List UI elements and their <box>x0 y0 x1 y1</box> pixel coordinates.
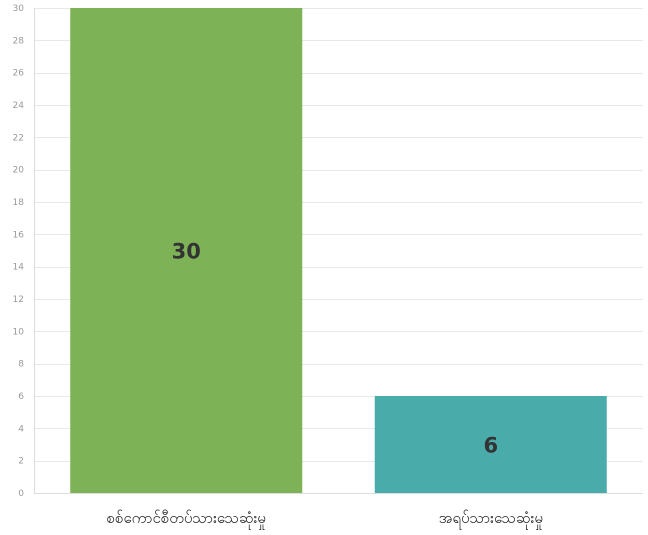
y-tick-label: 18 <box>13 198 25 208</box>
y-tick-label: 20 <box>13 166 25 176</box>
y-tick-label: 12 <box>13 295 24 305</box>
x-category-label-1: စစ်ကောင်စီတပ်သားသေဆုံးမှု <box>107 509 266 530</box>
data-label-2: 6 <box>483 434 498 458</box>
y-tick-label: 2 <box>18 457 24 467</box>
bars <box>70 8 607 493</box>
y-tick-label: 22 <box>13 133 24 143</box>
x-category-label-2: အရပ်သားသေဆုံးမှု <box>439 509 543 530</box>
y-tick-label: 26 <box>13 69 25 79</box>
labels: 02468101214161820222426283030စစ်ကောင်စီတ… <box>13 4 543 530</box>
y-tick-label: 16 <box>13 230 25 240</box>
y-tick-label: 30 <box>13 4 25 14</box>
y-tick-label: 6 <box>18 392 24 402</box>
y-tick-label: 28 <box>13 36 25 46</box>
y-tick-label: 0 <box>18 489 24 499</box>
y-tick-label: 24 <box>13 101 25 111</box>
y-tick-label: 10 <box>13 327 25 337</box>
y-tick-label: 8 <box>18 360 24 370</box>
axes <box>34 8 643 494</box>
y-tick-label: 4 <box>18 424 24 434</box>
y-tick-label: 14 <box>13 263 25 273</box>
bar-1 <box>70 8 303 493</box>
data-label-1: 30 <box>172 240 201 264</box>
bar-2 <box>374 396 607 493</box>
